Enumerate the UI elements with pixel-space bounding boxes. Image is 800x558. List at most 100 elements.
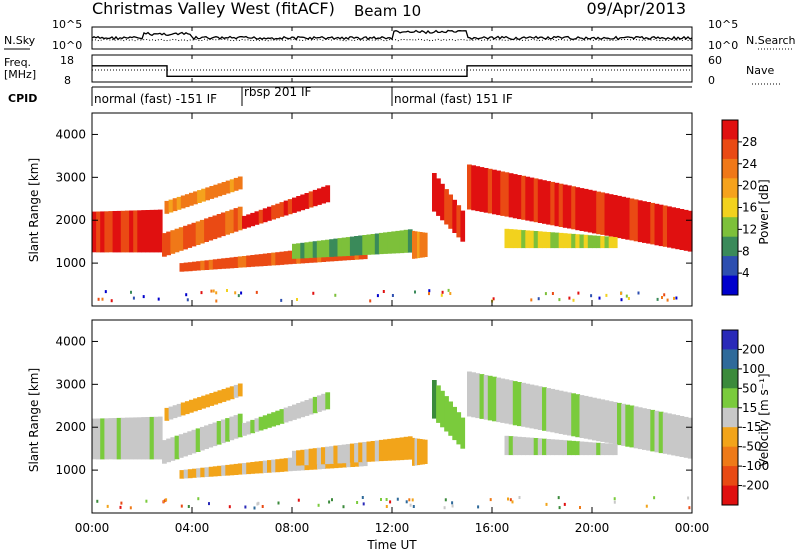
power-noise-point [449,292,452,295]
velocity-band-9-cell [571,440,576,456]
power-band-3-cell [187,262,193,272]
power-band-2-cell [213,184,219,198]
velocity-band-9-cell [533,438,539,456]
velocity-band-8-cell [500,378,506,423]
power-band-9-cell [533,231,539,249]
velocity-band-4-cell [267,413,272,428]
power-noise-point [558,298,561,302]
power-noise-point [598,296,601,300]
velocity-band-9-cell [517,436,522,456]
cpid-segment-1: normal (fast) -151 IF [94,92,217,106]
power-band-8-cell [612,195,618,238]
nsky-left-tick-bottom: 10^0 [52,39,82,52]
velocity-noise-point [257,501,260,505]
velocity-noise-point [444,498,447,502]
freq-panel: Freq. [MHz] 18 8 60 0 Nave [4,54,782,87]
velocity-noise-point [187,505,190,508]
velocity-band-8-cell [629,405,635,448]
velocity-band-3-cell [262,460,268,473]
velocity-band-5-cell [349,443,355,463]
velocity-colorbar-swatch [722,349,738,370]
power-noise-point [428,292,430,296]
velocity-noise-point [380,498,382,501]
power-band-0-cell [153,209,159,253]
freq-left-tick-bottom: 8 [64,74,71,87]
power-band-5-cell [358,235,363,256]
power-band-4-cell [250,212,256,227]
velocity-band-8-cell [683,416,689,458]
power-band-8-cell [537,179,543,223]
power-band-8-cell [654,203,660,246]
velocity-noise-point [385,505,388,508]
velocity-band-8-cell [512,381,518,426]
power-band-3-cell [271,252,276,266]
velocity-band-2-cell [176,403,182,417]
velocity-band-6-cell [422,439,426,465]
velocity-band-5-cell [391,438,396,461]
velocity-band-5-cell [304,449,310,466]
power-band-3-cell [275,252,281,266]
power-band-3-cell [258,254,264,267]
power-data-layer [92,164,693,303]
velocity-band-0-cell [129,417,134,460]
velocity-noise-point [165,498,168,502]
power-band-5-cell [366,234,372,255]
power-noise-point [537,297,540,301]
velocity-band-8-cell [575,394,581,438]
velocity-band-2-cell [189,399,194,413]
power-band-5-cell [308,241,314,258]
power-band-8-cell [608,194,614,237]
power-band-2-cell [172,198,178,212]
velocity-band-1-cell [174,435,180,460]
power-band-5-cell [337,238,343,257]
velocity-noise-point [563,502,566,506]
power-band-2-cell [233,177,239,191]
velocity-colorbar-tick-label: 50 [742,381,757,395]
velocity-band-5-cell [292,450,297,466]
power-band-8-cell [633,199,639,242]
power-band-8-cell [554,182,560,227]
velocity-band-9-cell [542,438,547,456]
velocity-band-8-cell [483,375,489,420]
power-band-1-cell [174,228,180,253]
velocity-band-5-cell [300,449,305,466]
power-noise-point [544,292,547,296]
velocity-band-9-cell [508,436,514,456]
velocity-band-5-cell [374,440,380,462]
velocity-band-2-cell [168,406,174,420]
velocity-band-9-cell [567,440,572,456]
power-band-5-cell [374,233,380,255]
velocity-band-8-cell [658,411,664,454]
power-band-9-cell [504,228,510,249]
velocity-band-6-cell [424,439,428,464]
velocity-band-4-cell [242,422,247,436]
velocity-noise-point [613,500,616,504]
power-noise-point [625,294,628,298]
power-band-8-cell [571,186,576,230]
velocity-band-1-cell [212,422,218,447]
velocity-band-8-cell [508,380,514,425]
power-band-8-cell [658,204,664,247]
power-band-8-cell [629,198,635,241]
velocity-band-6-cell [414,438,418,466]
velocity-band-3-cell [204,467,210,477]
power-band-0-cell [104,211,110,253]
power-band-8-cell [637,200,643,243]
velocity-colorbar-swatch [722,427,738,448]
power-noise-point [530,298,533,302]
power-noise-point [414,290,416,294]
power-band-8-cell [492,169,497,215]
power-noise-point [673,296,675,300]
power-band-8-cell [600,192,606,235]
velocity-band-4-cell [254,418,260,432]
power-band-0-cell [137,210,142,253]
x-tick-label: 16:00 [475,521,510,535]
power-noise-point [296,298,298,301]
velocity-band-0-cell [100,418,105,460]
power-band-2-cell [221,182,227,195]
freq-label-line2: [MHz] [4,68,36,81]
velocity-band-0-cell [104,418,110,460]
velocity-band-2-cell [164,407,170,421]
power-band-0-cell [124,210,130,253]
velocity-ytick-label: 1000 [55,463,86,477]
